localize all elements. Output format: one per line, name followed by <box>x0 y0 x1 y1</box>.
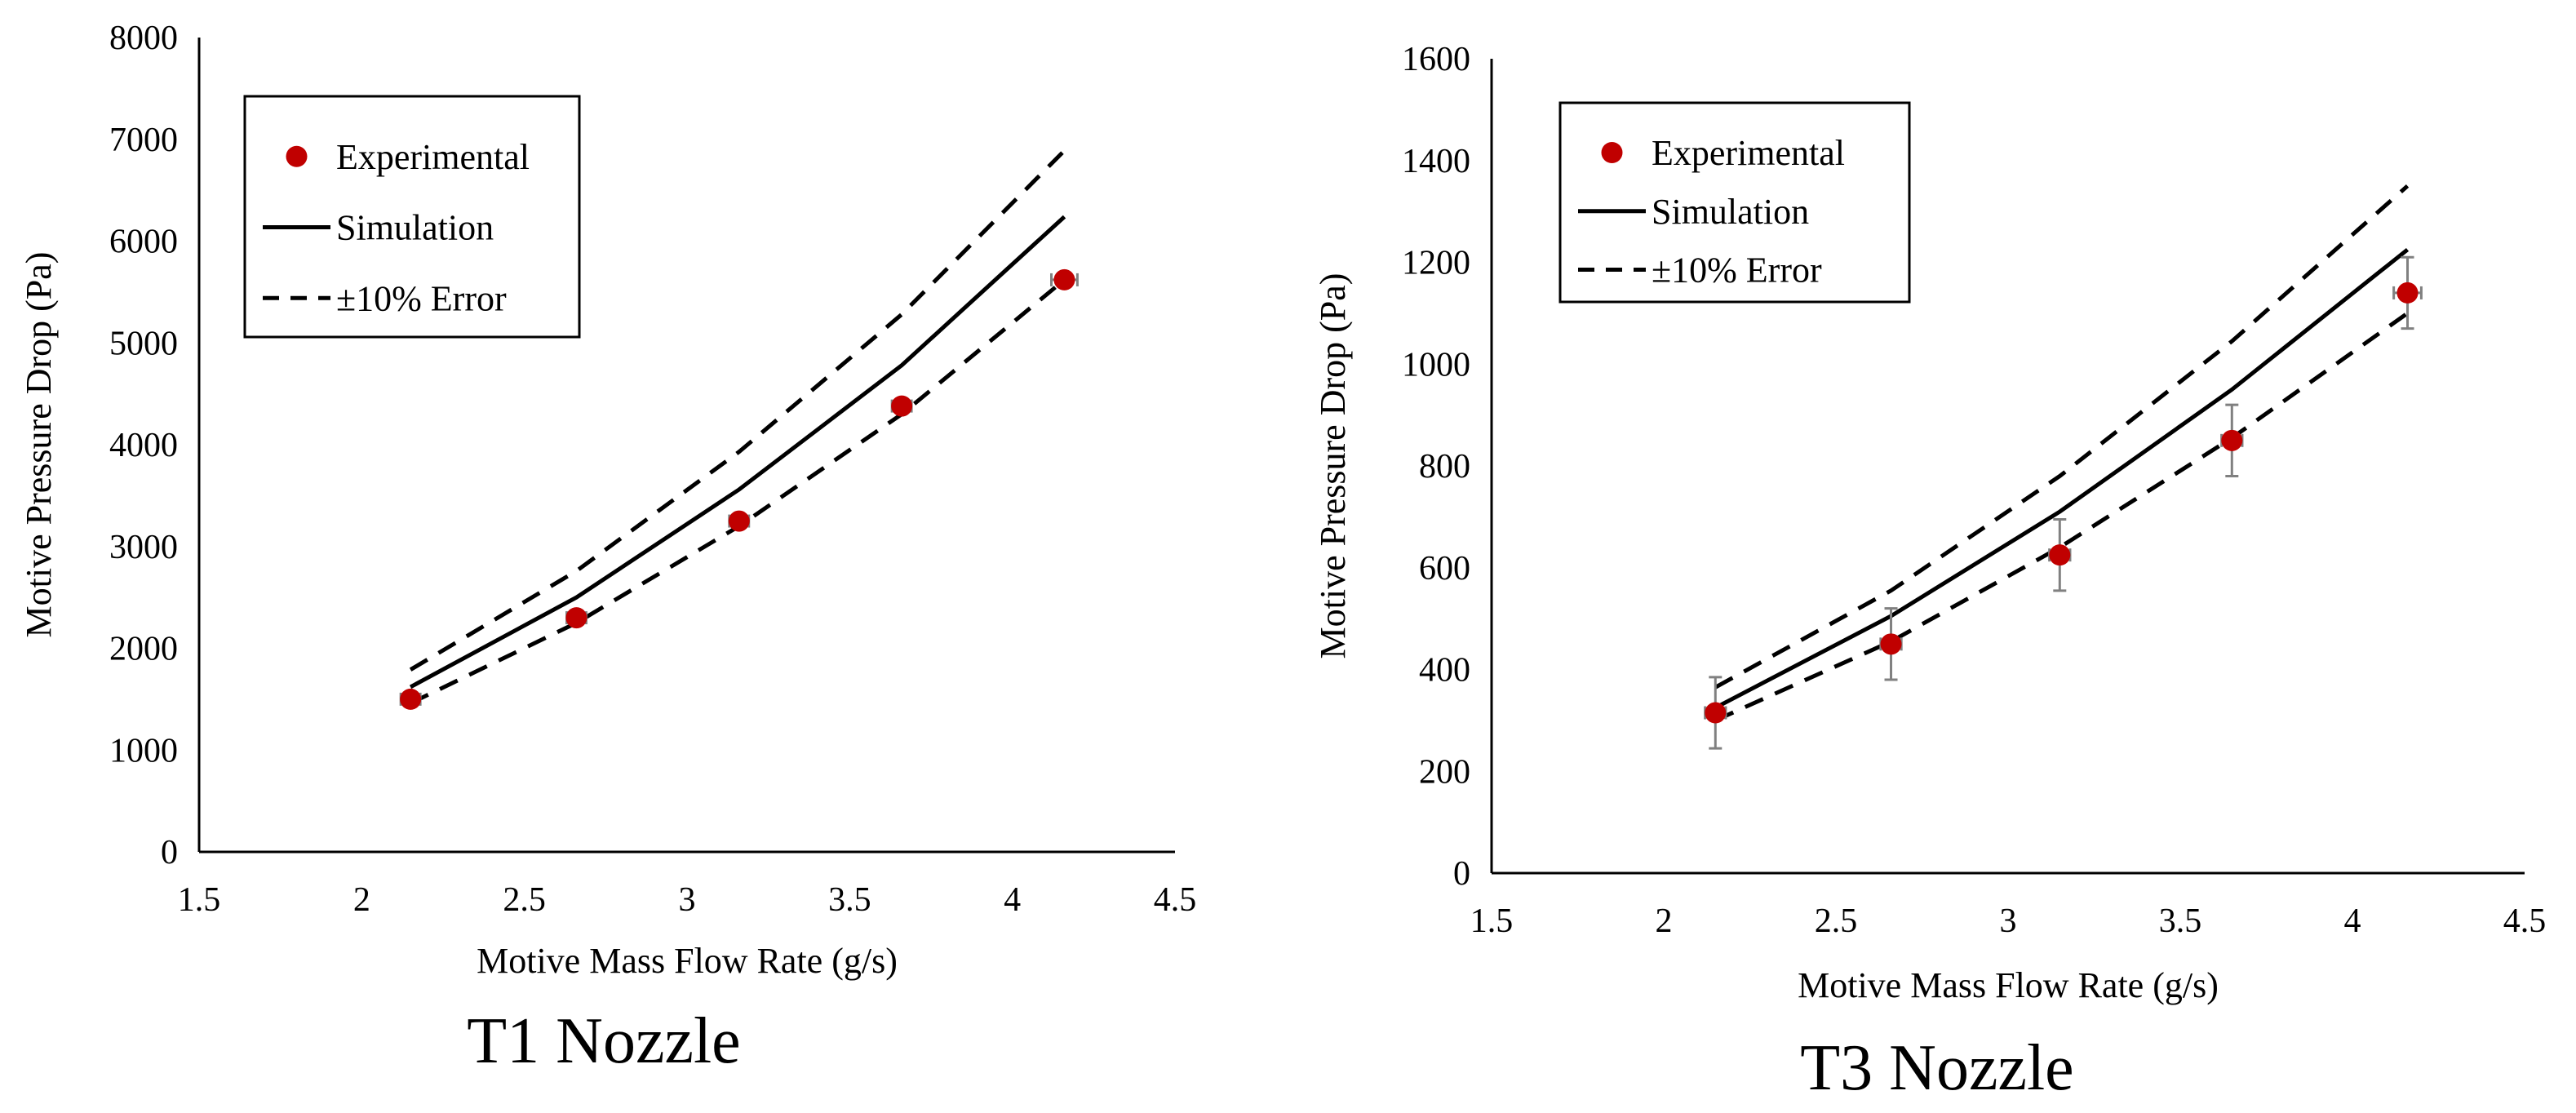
x-tick-label: 2.5 <box>1815 902 1858 940</box>
y-tick-label: 1600 <box>1402 41 1470 78</box>
y-tick-label: 200 <box>1419 753 1470 791</box>
legend: Experimental Simulation ±10% Error <box>243 95 581 339</box>
y-tick-label: 8000 <box>109 20 178 57</box>
legend-simulation-label: Simulation <box>336 208 494 248</box>
y-tick-label: 0 <box>161 834 178 871</box>
y-tick-label: 5000 <box>109 325 178 362</box>
y-tick-label: 4000 <box>109 427 178 464</box>
experimental-point <box>728 510 750 532</box>
experimental-point <box>2221 429 2243 451</box>
y-tick-label: 400 <box>1419 652 1470 690</box>
legend-experimental-label: Experimental <box>336 137 530 177</box>
x-axis-label: Motive Mass Flow Rate (g/s) <box>477 941 898 981</box>
legend-simulation-label: Simulation <box>1652 192 1809 232</box>
x-tick-label: 2.5 <box>503 881 546 919</box>
y-tick-label: 800 <box>1419 448 1470 486</box>
x-tick-label: 4 <box>1004 881 1021 919</box>
y-tick-label: 1200 <box>1402 245 1470 282</box>
x-tick-label: 4 <box>2344 902 2361 940</box>
x-tick-label: 4.5 <box>2503 902 2547 940</box>
y-tick-label: 1000 <box>1402 346 1470 384</box>
legend-experimental-marker <box>286 145 308 167</box>
x-axis-label: Motive Mass Flow Rate (g/s) <box>1798 965 2219 1005</box>
x-tick-label: 3.5 <box>2159 902 2202 940</box>
experimental-point <box>1880 633 1902 655</box>
y-tick-label: 600 <box>1419 550 1470 588</box>
x-tick-label: 2 <box>1656 902 1673 940</box>
plus-10-error-line <box>1714 184 2410 690</box>
y-tick-label: 1000 <box>109 732 178 769</box>
experimental-point <box>400 688 422 710</box>
y-tick-label: 1400 <box>1402 143 1470 180</box>
simulation-line <box>1714 247 2410 710</box>
y-tick-label: 2000 <box>109 631 178 668</box>
experimental-point <box>1705 702 1727 724</box>
x-tick-label: 1.5 <box>178 881 221 919</box>
x-tick-label: 1.5 <box>1470 902 1514 940</box>
experimental-point <box>891 395 913 417</box>
x-tick-label: 2 <box>353 881 370 919</box>
chart-t3-nozzle: 0 200 400 600 800 1000 1200 1400 1600 1.5 2 2.5 3 3.5… <box>1313 41 2546 1104</box>
y-axis-label: Motive Pressure Drop (Pa) <box>1313 273 1353 659</box>
panel-caption: T3 Nozzle <box>1800 1032 2073 1104</box>
legend-error-label: ±10% Error <box>1652 251 1822 290</box>
panel-caption: T1 Nozzle <box>467 1005 740 1077</box>
x-tick-label: 3 <box>679 881 696 919</box>
y-tick-label: 0 <box>1453 855 1470 893</box>
x-tick-label: 3.5 <box>828 881 871 919</box>
y-axis-label: Motive Pressure Drop (Pa) <box>19 252 59 638</box>
experimental-point <box>1053 268 1075 290</box>
x-tick-label: 4.5 <box>1154 881 1197 919</box>
y-tick-label: 6000 <box>109 224 178 261</box>
experimental-point <box>565 607 587 629</box>
y-tick-label: 3000 <box>109 529 178 566</box>
legend-experimental-marker <box>1601 142 1623 163</box>
experimental-point <box>2049 544 2071 566</box>
legend: Experimental Simulation ±10% Error <box>1558 101 1911 304</box>
y-tick-label: 7000 <box>109 122 178 159</box>
legend-error-label: ±10% Error <box>336 278 507 318</box>
minus-10-error-line <box>1714 311 2409 723</box>
chart-t1-nozzle: 0 1000 2000 3000 4000 5000 6000 7000 8000 1.5 2 2.5… <box>19 20 1196 1077</box>
plus-10-error-line <box>409 149 1066 672</box>
x-tick-label: 3 <box>2000 902 2017 940</box>
experimental-point <box>2396 282 2419 304</box>
simulation-line <box>409 215 1066 690</box>
legend-experimental-label: Experimental <box>1652 133 1845 173</box>
